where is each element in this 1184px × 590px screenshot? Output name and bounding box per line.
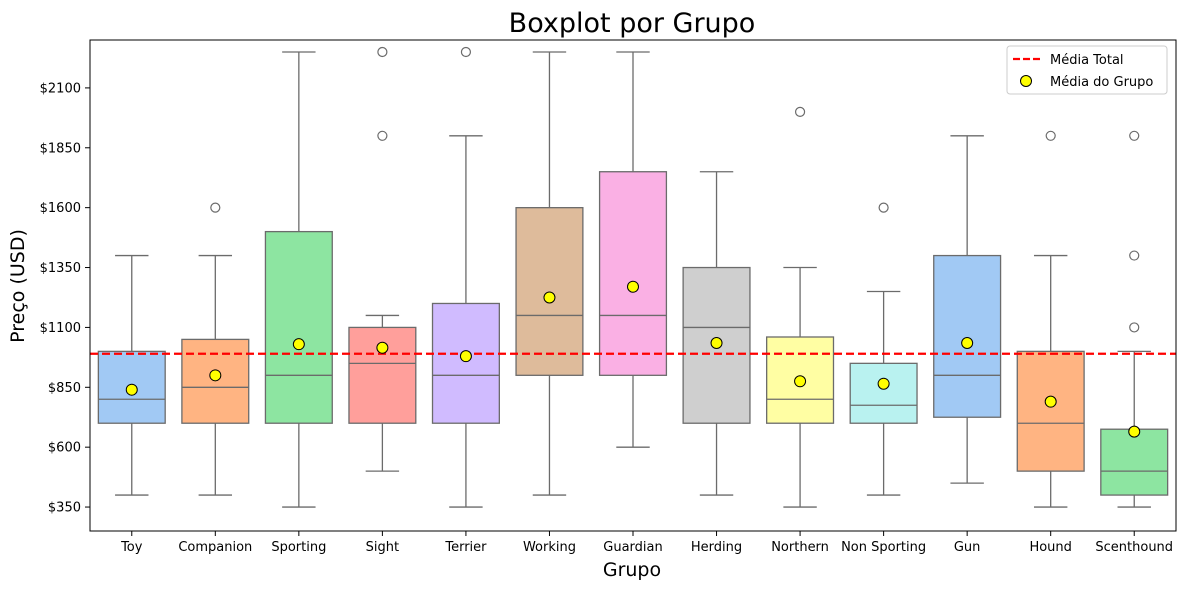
outlier-point [1129,250,1140,261]
x-tick-label: Northern [771,540,829,555]
box-group [766,106,835,508]
box-group [682,171,751,496]
box-group [1016,130,1085,508]
group-mean-marker [1044,395,1057,408]
box-group [1100,130,1169,508]
outlier-point [377,46,388,58]
y-tick-label: $1100 [40,321,81,336]
group-mean-marker [125,383,138,396]
group-mean-marker [376,341,389,354]
x-tick-label: Companion [178,540,252,555]
y-tick-label: $1350 [40,261,81,276]
group-mean-marker [459,350,472,363]
x-tick-label: Scenthound [1095,540,1173,555]
legend-box [1006,45,1168,95]
group-mean-marker [794,375,807,388]
iqr-box [1016,350,1085,472]
group-mean-marker [627,280,639,293]
x-tick-label: Hound [1029,540,1071,555]
box-group [181,202,250,496]
x-tick-label: Guardian [603,540,662,555]
x-axis: Toy Companion Sporting Sight Terrier Working G… [120,531,1173,555]
legend-group-mean-marker [1020,75,1032,87]
y-tick-label: $850 [48,381,81,396]
x-tick-label: Herding [691,540,742,555]
outlier-point [460,46,472,58]
box-group [348,46,417,472]
group-mean-marker [710,336,723,349]
outlier-point [794,106,806,117]
group-mean-marker [209,369,222,382]
group-mean-marker [1128,425,1141,438]
iqr-box [264,230,333,424]
box-group [933,135,1002,484]
group-mean-marker [292,338,305,351]
legend-overall-mean-label: Média Total [1050,53,1124,68]
chart-title: Boxplot por Grupo [509,8,756,39]
outlier-point [377,130,388,141]
y-axis-label: Preço (USD) [7,229,29,343]
y-tick-label: $350 [48,501,81,516]
y-axis: $350 $600 $850 $1100 $1350 $1600 $1850 $2100 [40,81,90,516]
iqr-box [598,171,668,376]
outlier-point [1129,322,1140,333]
iqr-box [682,266,751,424]
box-group [431,46,500,508]
x-tick-label: Working [523,540,576,555]
outlier-point [1045,130,1056,141]
x-tick-label: Non Sporting [841,540,926,555]
iqr-box [1100,428,1169,496]
x-tick-label: Gun [954,540,981,555]
group-mean-marker [961,336,974,349]
iqr-box [849,362,918,424]
x-axis-label: Grupo [603,559,661,581]
y-tick-label: $600 [48,441,81,456]
y-tick-label: $2100 [40,81,81,96]
legend: Média Total Média do Grupo [1006,45,1168,95]
x-tick-label: Sporting [271,540,326,555]
plot-area [90,46,1176,508]
y-tick-label: $1850 [40,141,81,156]
x-tick-label: Toy [120,540,143,555]
box-group [97,254,166,496]
y-tick-label: $1600 [40,201,81,216]
box-group [849,202,918,496]
iqr-box [933,254,1002,418]
legend-group-mean-label: Média do Grupo [1050,75,1153,90]
outlier-point [878,202,889,213]
x-tick-label: Terrier [444,540,487,555]
x-tick-label: Sight [366,540,399,555]
outlier-point [210,202,221,213]
outlier-point [1129,130,1140,141]
group-mean-marker [877,377,890,390]
box-group [515,51,584,496]
group-mean-marker [543,291,556,304]
box-group [598,51,668,448]
box-group [264,51,333,508]
iqr-box [431,302,500,424]
